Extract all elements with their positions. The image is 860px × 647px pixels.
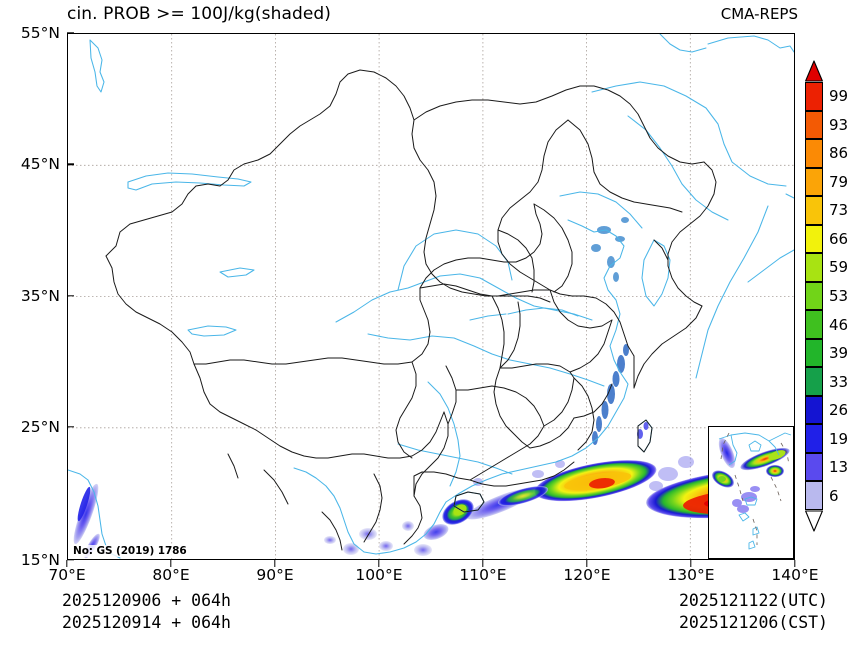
colorbar-segment-19 xyxy=(805,424,823,453)
colorbar-segment-26 xyxy=(805,395,823,425)
x-axis-labels: 70°E 80°E 90°E 100°E 110°E 120°E 130°E 1… xyxy=(48,566,818,588)
colorbar-label-6: 6 xyxy=(829,486,839,505)
colorbar-label-86: 86 xyxy=(829,144,849,163)
y-tick-0: 55°N xyxy=(20,24,60,42)
y-tick-1: 45°N xyxy=(20,155,60,174)
footer-right-line2: 2025121206(CST) xyxy=(678,613,828,632)
y-tickmark-3 xyxy=(67,426,74,428)
y-tick-3: 25°N xyxy=(20,417,60,436)
y-tick-4: 15°N xyxy=(20,551,60,569)
colorbar-segment-99 xyxy=(805,82,823,111)
colorbar-label-53: 53 xyxy=(829,287,849,305)
colorbar-segment-73 xyxy=(805,196,823,225)
colorbar-label-79: 79 xyxy=(829,172,849,191)
colorbar-label-66: 66 xyxy=(829,229,849,248)
x-tick-5: 120°E xyxy=(563,566,611,584)
colorbar-label-39: 39 xyxy=(829,344,849,363)
colorbar-segment-53 xyxy=(805,281,823,311)
model-label: CMA-REPS xyxy=(720,5,798,23)
colorbar-label-26: 26 xyxy=(829,401,849,420)
colorbar-label-13: 13 xyxy=(829,458,849,477)
y-tickmark-2 xyxy=(67,294,74,297)
footer-left-line1: 2025120906 + 064h xyxy=(62,591,231,610)
x-tick-6: 130°E xyxy=(667,566,715,584)
colorbar-max-arrow xyxy=(805,60,823,82)
x-tickmark-2 xyxy=(274,560,276,567)
x-tickmark-4 xyxy=(482,560,484,567)
colorbar-label-33: 33 xyxy=(829,372,849,391)
x-tick-7: 140°E xyxy=(771,566,819,584)
y-tickmark-1 xyxy=(67,163,74,165)
administrative-boundary-layer xyxy=(105,69,717,551)
colorbar-label-46: 46 xyxy=(829,315,849,334)
x-tickmark-0 xyxy=(66,560,68,567)
map-gridlines xyxy=(68,34,794,559)
y-tickmark-0 xyxy=(67,32,74,34)
footer-right: 2025121122(UTC) 2025121206(CST) xyxy=(679,590,828,634)
colorbar-label-73: 73 xyxy=(829,201,849,220)
x-tick-3: 100°E xyxy=(355,566,403,584)
colorbar-segment-39 xyxy=(805,338,823,368)
colorbar-label-93: 93 xyxy=(829,115,849,134)
x-tickmark-7 xyxy=(794,560,796,567)
x-tick-4: 110°E xyxy=(459,566,507,584)
footer-left-line2: 2025120914 + 064h xyxy=(62,613,231,632)
colorbar-segment-59 xyxy=(805,253,823,282)
colorbar-label-59: 59 xyxy=(829,258,849,277)
footer-right-line1: 2025121122(UTC) xyxy=(678,591,828,610)
page-title: cin. PROB >= 100J/kg(shaded) xyxy=(67,4,332,24)
colorbar-segment-13 xyxy=(805,452,823,482)
colorbar-segment-6 xyxy=(805,481,823,510)
y-tickmark-4 xyxy=(67,559,74,561)
y-axis-labels: 55°N 45°N 35°N 25°N 15°N xyxy=(0,24,60,569)
footer-left: 2025120906 + 064h 2025120914 + 064h xyxy=(62,590,231,634)
colorbar-min-arrow xyxy=(805,510,823,532)
x-tickmark-6 xyxy=(690,560,692,567)
map-canvas xyxy=(68,34,794,559)
colorbar-label-19: 19 xyxy=(829,429,849,448)
probability-colorbar: 6 13 19 26 33 39 46 53 59 66 73 79 86 93 99 xyxy=(805,60,848,532)
colorbar-segment-86 xyxy=(805,139,823,168)
x-tick-2: 90°E xyxy=(256,566,294,584)
colorbar-segment-93 xyxy=(805,110,823,140)
coastline-river-layer xyxy=(68,34,794,559)
x-tick-1: 80°E xyxy=(152,566,190,584)
map-watermark: No: GS (2019) 1786 xyxy=(72,545,188,557)
y-tick-2: 35°N xyxy=(20,286,60,305)
colorbar-segment-46 xyxy=(805,310,823,339)
south-china-sea-inset xyxy=(708,426,794,559)
map-plot-area: No: GS (2019) 1786 xyxy=(67,33,795,560)
probability-shading-layer xyxy=(73,217,794,559)
x-tickmark-1 xyxy=(170,560,172,567)
x-tickmark-3 xyxy=(378,560,380,567)
colorbar-segment-66 xyxy=(805,224,823,254)
colorbar-segment-79 xyxy=(805,167,823,197)
colorbar-label-99: 99 xyxy=(829,87,849,106)
x-tickmark-5 xyxy=(586,560,588,567)
inset-canvas xyxy=(712,432,792,550)
x-tick-0: 70°E xyxy=(48,566,86,584)
colorbar-segment-33 xyxy=(805,367,823,396)
